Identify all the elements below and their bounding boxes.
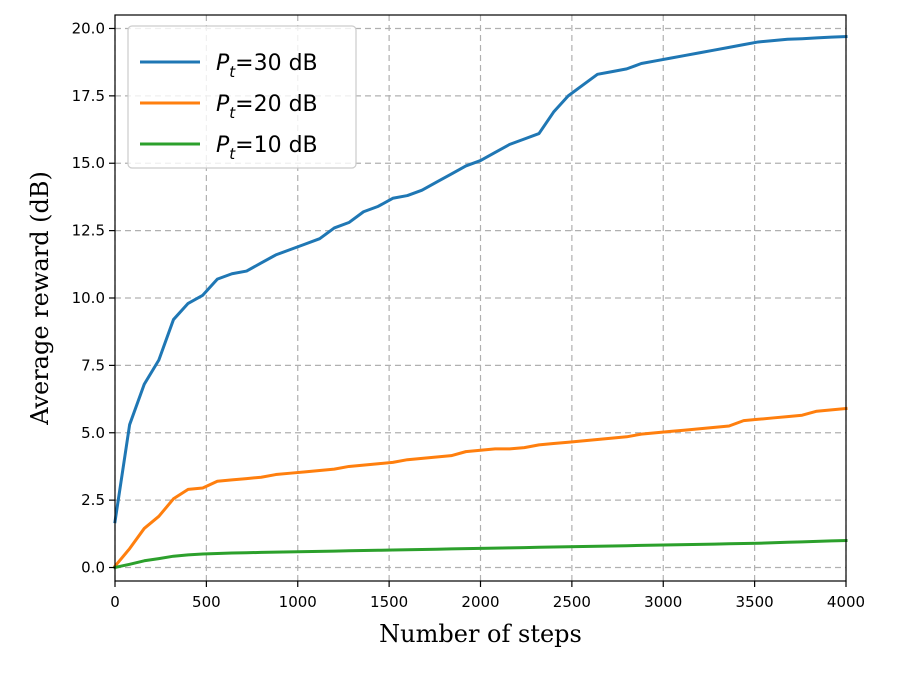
series-layer [112, 35, 848, 570]
x-tick-label: 2000 [461, 593, 499, 611]
series-line-2 [113, 539, 848, 570]
legend-entry-0: Pt=30 dB [216, 51, 318, 81]
legend-subscript: t [229, 145, 236, 163]
legend-entry-1: Pt=20 dB [216, 92, 318, 122]
legend-symbol: P [216, 51, 230, 76]
y-axis-title: Average reward (dB) [26, 171, 54, 426]
x-axis: 0 500 1000 1500 2000 2500 3000 3500 4000 [110, 581, 865, 611]
legend-symbol: P [216, 133, 230, 158]
y-tick-label: 5.0 [81, 424, 105, 442]
y-tick-label: 17.5 [72, 87, 105, 105]
x-tick-label: 3500 [736, 593, 774, 611]
legend-label: =10 dB [235, 133, 317, 158]
legend-symbol: P [216, 92, 230, 117]
y-tick-label: 15.0 [72, 154, 105, 172]
x-tick-label: 4000 [827, 593, 865, 611]
y-tick-label: 2.5 [81, 491, 105, 509]
x-tick-label: 1500 [370, 593, 408, 611]
x-tick-label: 1000 [279, 593, 317, 611]
legend-label: =30 dB [235, 51, 317, 76]
x-tick-label: 3000 [644, 593, 682, 611]
series-line-0 [113, 35, 848, 524]
y-tick-label: 7.5 [81, 356, 105, 374]
y-tick-label: 12.5 [72, 222, 105, 240]
y-axis: 0.0 2.5 5.0 7.5 10.0 12.5 15.0 17.5 20.0 [72, 19, 115, 577]
legend-subscript: t [229, 63, 236, 81]
y-tick-label: 0.0 [81, 559, 105, 577]
legend-entry-2: Pt=10 dB [216, 133, 318, 163]
x-axis-title: Number of steps [379, 620, 582, 648]
legend-label: =20 dB [235, 92, 317, 117]
x-tick-label: 0 [110, 593, 120, 611]
x-tick-label: 2500 [553, 593, 591, 611]
x-tick-label: 500 [192, 593, 221, 611]
y-tick-label: 20.0 [72, 19, 105, 37]
y-tick-label: 10.0 [72, 289, 105, 307]
legend-subscript: t [229, 104, 236, 122]
series-line-1 [112, 406, 848, 569]
